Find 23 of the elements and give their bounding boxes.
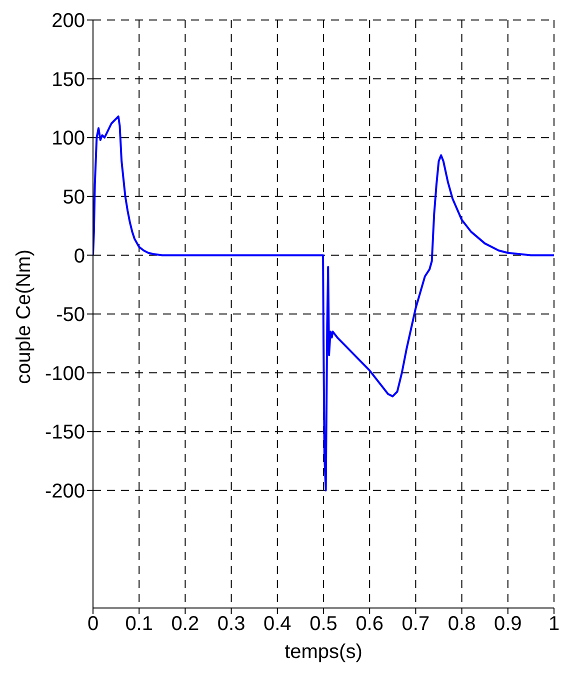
x-tick-label: 0.6 [356, 613, 384, 636]
y-axis-title: couple Ce(Nm) [13, 250, 36, 384]
y-tick-label: -200 [44, 480, 85, 502]
y-tick-label: -150 [44, 422, 85, 444]
x-tick-label: 0.8 [448, 613, 476, 636]
y-tick-label: 200 [52, 10, 85, 32]
y-tick-label: -100 [44, 362, 85, 385]
y-tick-label: 50 [62, 186, 85, 208]
x-tick-label: 0.2 [171, 613, 200, 636]
x-tick-label: 0.7 [402, 613, 430, 636]
y-tick-label: 0 [74, 245, 85, 268]
x-tick-label: 0.3 [217, 613, 246, 636]
x-tick-label: 0.4 [263, 613, 292, 636]
y-tick-label: -50 [56, 304, 85, 326]
x-axis-title: temps(s) [284, 641, 362, 663]
x-tick-label: 0.9 [494, 613, 522, 636]
x-tick-label: 1 [548, 613, 560, 636]
x-tick-label: 0 [87, 613, 99, 636]
x-tick-label: 0.5 [310, 613, 338, 636]
y-tick-label: 100 [52, 128, 85, 150]
y-tick-label: 150 [52, 68, 85, 91]
line-series [93, 115, 554, 492]
x-tick-label: 0.1 [125, 613, 154, 636]
